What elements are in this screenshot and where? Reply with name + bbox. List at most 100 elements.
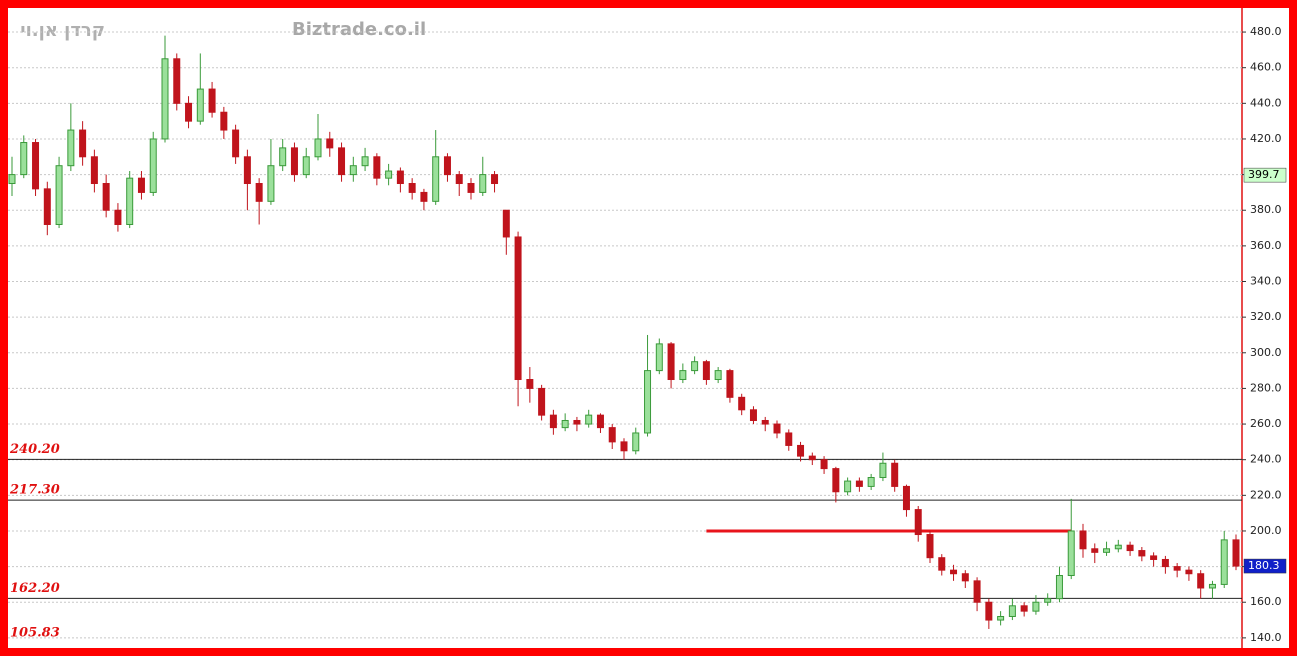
candle-body: [1126, 544, 1134, 552]
candle-body: [1032, 601, 1040, 612]
candle-body: [1008, 605, 1016, 617]
candle-body: [1091, 548, 1099, 553]
candle-body: [338, 147, 346, 176]
candle-body: [644, 370, 652, 434]
candle-body: [255, 183, 263, 202]
y-tick-label: 340.0: [1250, 275, 1282, 288]
candle-body: [1044, 598, 1052, 603]
candle-body: [914, 509, 922, 536]
candle-body: [573, 419, 581, 425]
y-tick-label: 300.0: [1250, 346, 1282, 359]
candle-body: [491, 174, 499, 185]
candle-body: [55, 165, 63, 225]
level-label: 105.83: [10, 626, 60, 641]
y-tick-label: 480.0: [1250, 25, 1282, 38]
candle-body: [926, 534, 934, 559]
candle-body: [855, 480, 863, 487]
candle-body: [149, 138, 157, 193]
y-tick-label: 260.0: [1250, 417, 1282, 430]
y-tick-label: 140.0: [1250, 631, 1282, 644]
candle-body: [8, 174, 16, 185]
candle-body: [973, 580, 981, 603]
candle-body: [526, 379, 534, 389]
candle-body: [596, 414, 604, 429]
candle-body: [243, 156, 251, 185]
candle-body: [114, 209, 122, 225]
candle-body: [808, 455, 816, 461]
candle-body: [326, 138, 334, 149]
candle-body: [43, 188, 51, 225]
candle-body: [938, 557, 946, 571]
candle-body: [1079, 530, 1087, 550]
candle-body: [126, 177, 134, 225]
y-tick-label: 160.0: [1250, 595, 1282, 608]
candle-body: [1185, 569, 1193, 575]
candle-body: [726, 370, 734, 398]
candle-body: [549, 414, 557, 429]
candle-body: [761, 419, 769, 425]
candle-body: [891, 462, 899, 487]
candle-body: [867, 477, 875, 487]
candle-body: [1161, 558, 1169, 568]
candle-body: [1208, 583, 1216, 589]
candle-body: [67, 129, 75, 167]
candle-body: [161, 58, 169, 140]
candle-body: [997, 615, 1005, 621]
level-label: 162.20: [10, 581, 60, 596]
candle-body: [455, 174, 463, 185]
candle-body: [561, 419, 569, 429]
candle-body: [832, 468, 840, 493]
candle-body: [1232, 539, 1240, 567]
candle-body: [408, 183, 416, 193]
candle-body: [302, 156, 310, 176]
candle-body: [79, 129, 87, 158]
candle-body: [667, 343, 675, 381]
candle-body: [1114, 544, 1122, 550]
candle-body: [90, 156, 98, 185]
candle-body: [749, 409, 757, 421]
candle-body: [208, 88, 216, 113]
price-label: 399.7: [1248, 168, 1280, 181]
candle-body: [702, 361, 710, 381]
candle-body: [279, 147, 287, 167]
candle-body: [32, 142, 40, 190]
candle-body: [608, 427, 616, 443]
candle-body: [538, 387, 546, 416]
candle-body: [102, 183, 110, 211]
candle-body: [844, 480, 852, 493]
level-label: 240.20: [9, 442, 60, 457]
candle-body: [585, 414, 593, 425]
level-label: 217.30: [9, 483, 60, 498]
candle-body: [950, 569, 958, 575]
candle-body: [514, 236, 522, 381]
candle-body: [173, 58, 181, 104]
watermark: Biztrade.co.il: [292, 19, 426, 40]
candle-body: [349, 165, 357, 176]
candle-body: [290, 147, 298, 176]
candle-body: [20, 142, 28, 176]
candle-body: [797, 444, 805, 457]
candle-body: [620, 441, 628, 452]
candle-body: [714, 370, 722, 381]
candle-body: [1173, 566, 1181, 571]
candle-body: [961, 573, 969, 582]
chart-title: קרדן אן.וי: [20, 20, 105, 41]
candle-body: [773, 423, 781, 434]
y-tick-label: 360.0: [1250, 239, 1282, 252]
candle-body: [1150, 555, 1158, 560]
candle-body: [879, 462, 887, 479]
candle-body: [385, 170, 393, 179]
y-tick-label: 420.0: [1250, 132, 1282, 145]
candle-body: [267, 165, 275, 202]
candle-body: [314, 138, 322, 158]
candle-body: [691, 361, 699, 372]
candle-body: [361, 156, 369, 167]
y-tick-label: 460.0: [1250, 61, 1282, 74]
candle-body: [432, 156, 440, 202]
candle-body: [679, 370, 687, 381]
price-label-box: [1243, 558, 1287, 574]
candle-body: [479, 174, 487, 193]
candle-body: [655, 343, 663, 372]
